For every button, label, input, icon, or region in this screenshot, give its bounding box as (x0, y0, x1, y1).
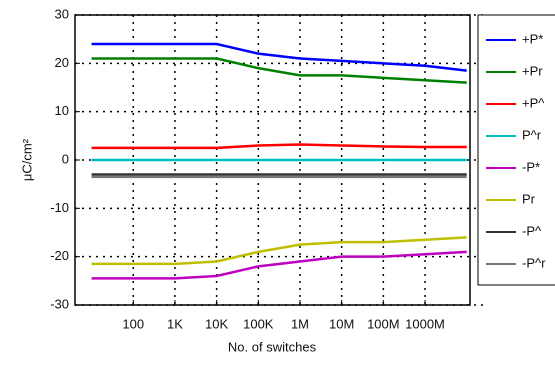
x-tick-label: 10K (205, 316, 228, 331)
legend-label: +P* (522, 31, 543, 46)
series-line (91, 57, 467, 84)
y-tick-label: 0 (62, 151, 69, 166)
legend-label: -P^ (522, 223, 542, 238)
legend-label: -P* (522, 159, 540, 174)
y-tick-label: 30 (55, 6, 69, 21)
legend-label: Pr (522, 191, 536, 206)
series-line (91, 250, 467, 280)
series-line (91, 236, 467, 266)
legend-label: P^r (522, 127, 542, 142)
legend-label: +P^ (522, 95, 545, 110)
x-tick-label: 100K (243, 316, 274, 331)
legend-box (477, 14, 555, 286)
y-tick-label: 10 (55, 103, 69, 118)
plot-frame (74, 14, 471, 306)
legend-label: -P^r (522, 255, 546, 270)
x-tick-label: 100 (122, 316, 144, 331)
y-axis-label: μC/cm² (19, 138, 34, 181)
y-tick-label: -30 (50, 296, 69, 311)
x-tick-label: 1M (291, 316, 309, 331)
x-tick-label: 1K (167, 316, 183, 331)
y-tick-label: 20 (55, 55, 69, 70)
x-tick-label: 1000M (405, 316, 445, 331)
legend-label: +Pr (522, 63, 543, 78)
y-tick-label: -20 (50, 248, 69, 263)
x-axis-label: No. of switches (228, 339, 317, 354)
series-line (91, 143, 467, 150)
x-tick-label: 100M (367, 316, 400, 331)
series-line (91, 42, 467, 72)
x-tick-label: 10M (329, 316, 354, 331)
y-tick-label: -10 (50, 200, 69, 215)
